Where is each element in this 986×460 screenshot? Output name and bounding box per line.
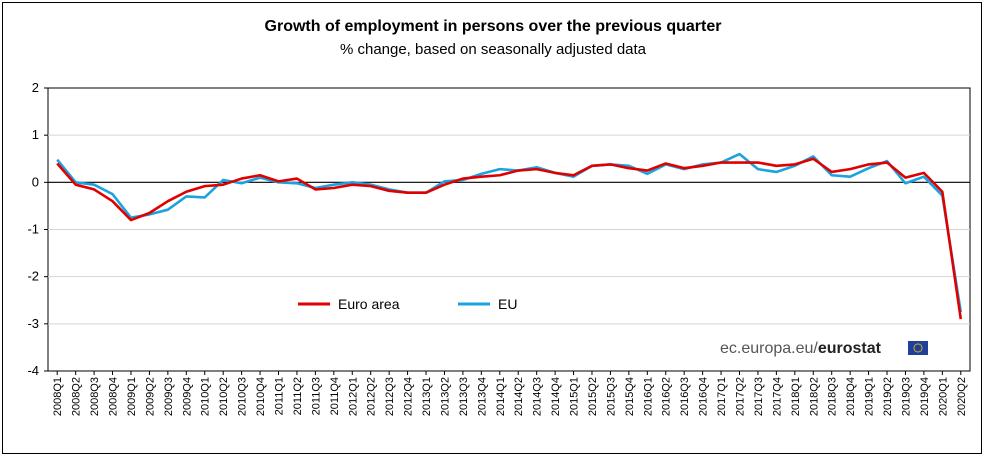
- x-tick-label: 2020Q1: [937, 377, 949, 416]
- x-tick-label: 2011Q2: [292, 377, 304, 415]
- x-tick-label: 2016Q2: [661, 377, 673, 416]
- x-tick-label: 2011Q4: [329, 377, 341, 415]
- x-tick-label: 2019Q3: [900, 377, 912, 416]
- x-tick-label: 2010Q4: [255, 377, 267, 416]
- x-tick-label: 2016Q3: [679, 377, 691, 416]
- legend-label-eu: EU: [498, 296, 517, 312]
- chart-title: Growth of employment in persons over the…: [264, 18, 722, 35]
- x-tick-label: 2016Q4: [698, 377, 710, 416]
- x-tick-label: 2008Q4: [108, 377, 120, 416]
- x-tick-label: 2014Q1: [495, 377, 507, 416]
- x-tick-label: 2014Q4: [550, 377, 562, 416]
- x-tick-label: 2008Q3: [89, 377, 101, 416]
- x-tick-label: 2018Q2: [808, 377, 820, 416]
- legend-label-euro-area: Euro area: [338, 296, 400, 312]
- x-tick-label: 2020Q2: [956, 377, 968, 416]
- x-tick-label: 2009Q1: [126, 377, 138, 416]
- x-tick-label: 2013Q3: [458, 377, 470, 416]
- x-tick-label: 2014Q2: [513, 377, 525, 416]
- x-tick-label: 2010Q2: [218, 377, 230, 416]
- x-tick-label: 2012Q4: [403, 377, 415, 416]
- y-tick-label: 1: [32, 127, 39, 142]
- x-tick-label: 2018Q1: [790, 377, 802, 416]
- x-tick-label: 2008Q2: [71, 377, 83, 416]
- x-tick-label: 2012Q3: [384, 377, 396, 416]
- x-tick-label: 2011Q1: [274, 377, 286, 415]
- y-tick-label: -1: [27, 222, 39, 237]
- x-tick-label: 2017Q4: [771, 377, 783, 416]
- x-tick-label: 2017Q2: [735, 377, 747, 416]
- legend: Euro area EU: [298, 296, 517, 312]
- x-tick-label: 2009Q3: [163, 377, 175, 416]
- series-line-eu: [56, 152, 963, 313]
- series-line-euro-area: [56, 157, 963, 320]
- x-tick-label: 2011Q3: [310, 377, 322, 415]
- source-brand: eurostat: [817, 340, 881, 357]
- y-tick-label: -3: [27, 316, 39, 331]
- source-credit: ec.europa.eu/eurostat: [720, 340, 881, 358]
- x-tick-label: 2009Q4: [181, 377, 193, 416]
- source-prefix: ec.europa.eu/: [720, 340, 818, 357]
- x-tick-label: 2015Q4: [624, 377, 636, 416]
- x-tick-label: 2018Q4: [845, 377, 857, 416]
- x-tick-label: 2013Q4: [476, 377, 488, 416]
- eu-flag-icon: [908, 341, 928, 355]
- chart-subtitle: % change, based on seasonally adjusted d…: [339, 41, 647, 58]
- y-tick-label: 0: [32, 174, 39, 189]
- x-tick-label: 2013Q2: [439, 377, 451, 416]
- x-tick-label: 2018Q3: [827, 377, 839, 416]
- x-tick-label: 2015Q2: [587, 377, 599, 416]
- x-tick-label: 2013Q1: [421, 377, 433, 416]
- y-tick-label: -2: [27, 269, 39, 284]
- x-tick-label: 2010Q1: [200, 377, 212, 416]
- x-tick-label: 2008Q1: [52, 377, 64, 416]
- x-tick-label: 2015Q1: [569, 377, 581, 416]
- x-tick-label: 2009Q2: [144, 377, 156, 416]
- x-tick-label: 2019Q2: [882, 377, 894, 416]
- x-tick-label: 2010Q3: [237, 377, 249, 416]
- x-tick-label: 2016Q1: [642, 377, 654, 416]
- y-tick-label: -4: [27, 363, 39, 378]
- x-tick-label: 2019Q1: [864, 377, 876, 416]
- x-tick-label: 2012Q1: [347, 377, 359, 416]
- x-tick-label: 2017Q3: [753, 377, 765, 416]
- x-tick-label: 2012Q2: [366, 377, 378, 416]
- x-tick-label: 2019Q4: [919, 377, 931, 416]
- y-tick-label: 2: [32, 80, 39, 95]
- x-tick-label: 2015Q3: [605, 377, 617, 416]
- x-tick-label: 2014Q3: [532, 377, 544, 416]
- x-tick-label: 2017Q1: [716, 377, 728, 416]
